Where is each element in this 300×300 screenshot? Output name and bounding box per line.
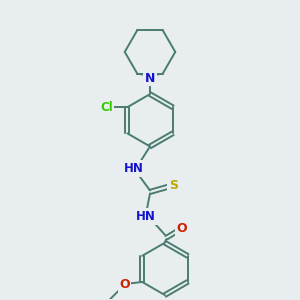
Text: O: O [176, 222, 187, 235]
Text: N: N [145, 72, 155, 85]
Text: HN: HN [136, 210, 155, 223]
Text: HN: HN [124, 162, 144, 175]
Text: S: S [169, 179, 178, 192]
Text: Cl: Cl [100, 101, 113, 114]
Text: O: O [119, 278, 130, 291]
